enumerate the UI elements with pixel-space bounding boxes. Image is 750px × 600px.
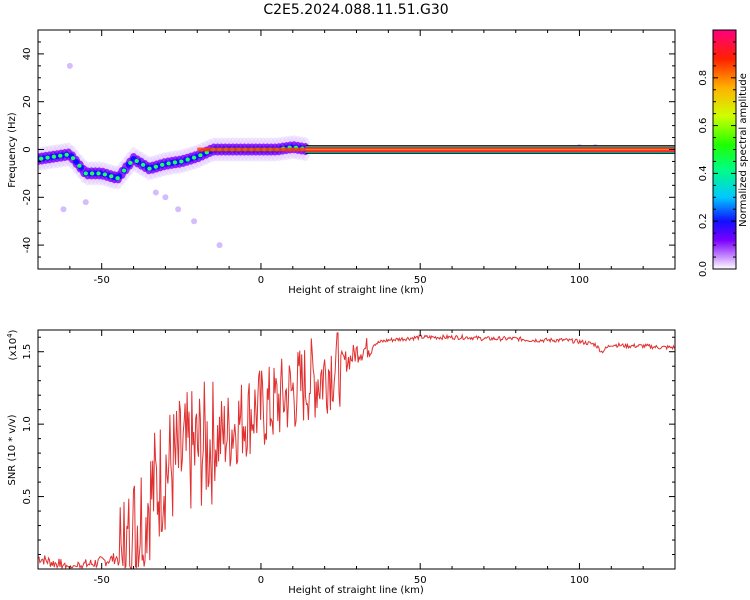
spec-peak	[166, 161, 171, 166]
colorbar-ticks: 0.0 0.2 0.4 0.6 0.8	[698, 29, 736, 277]
spec-peak	[134, 158, 139, 163]
spec-peak	[96, 171, 101, 176]
cb-tick-label: 0.4	[698, 165, 709, 181]
spec-peak	[115, 176, 120, 181]
snr-line	[38, 332, 675, 569]
spectrogram-ylabel: Frequency (Hz)	[7, 112, 18, 188]
spec-xtick-label: 100	[570, 275, 589, 286]
spec-peak	[128, 160, 133, 165]
snr-xtick-label: 100	[570, 575, 589, 586]
spectrogram-content	[38, 62, 675, 249]
spectrogram-xlabel: Height of straight line (km)	[288, 285, 424, 296]
colorbar-label: Normalized spectral amplitude	[738, 73, 749, 227]
spec-ytick-label: 0	[22, 146, 33, 152]
cb-tick-label: 0.6	[698, 118, 709, 134]
snr-ytick-label: 1.5	[22, 344, 33, 360]
spec-peak	[198, 153, 203, 158]
cb-tick-label: 0.8	[698, 70, 709, 86]
spec-peak	[83, 171, 88, 176]
spec-peak	[179, 159, 184, 164]
cb-tick-label: 0.0	[698, 261, 709, 277]
spec-point	[191, 218, 198, 225]
band-left	[197, 147, 306, 152]
spec-peak	[121, 168, 127, 173]
snr-xtick-label: 50	[414, 575, 427, 586]
snr-ylabel: SNR (10 * v/v)	[7, 414, 18, 485]
spec-peak	[70, 156, 76, 161]
spec-mid	[73, 158, 80, 165]
spec-peak	[140, 162, 146, 167]
spec-point	[66, 62, 73, 69]
spec-peak	[109, 174, 114, 179]
spec-point	[82, 199, 89, 206]
band-center	[305, 148, 675, 151]
spec-ytick-label: 20	[22, 95, 33, 108]
spec-point	[162, 194, 169, 201]
spec-peak	[191, 155, 197, 160]
spec-point	[216, 242, 223, 249]
spec-peak	[102, 172, 108, 177]
snr-frame	[37, 329, 676, 570]
spec-peak	[38, 156, 44, 161]
spec-xtick-label: 50	[414, 275, 427, 286]
spec-peak	[172, 160, 178, 165]
spec-peak	[51, 154, 57, 159]
cb-tick-label: 0.2	[698, 213, 709, 229]
spec-peak	[58, 153, 63, 158]
chart-title: C2E5.2024.088.11.51.G30	[263, 2, 448, 18]
spec-peak	[153, 164, 159, 169]
snr-scale-label: (x104)	[6, 329, 19, 360]
spec-point	[152, 189, 159, 196]
spec-peak	[160, 162, 165, 167]
spec-ytick-label: -40	[22, 237, 33, 253]
snr-panel: -50 0 50 100 0.5 1.0 1.5 SNR (10 * v/v) (x104)…	[6, 329, 676, 596]
colorbar-gradient	[713, 30, 736, 269]
spec-point	[175, 206, 182, 213]
spec-peak	[185, 157, 190, 162]
spec-xtick-label: 0	[258, 275, 264, 286]
spec-ytick-label: -20	[22, 189, 33, 205]
spec-peak	[45, 155, 50, 160]
spec-peak	[147, 166, 152, 171]
spec-peak	[89, 171, 95, 176]
snr-ticks: -50 0 50 100 0.5 1.0 1.5	[22, 330, 676, 586]
colorbar: 0.0 0.2 0.4 0.6 0.8 Normalized spectral ampl…	[698, 29, 749, 277]
spectrogram-panel: -50 0 50 100 40 20 0 -20 -40 Frequency (Hz) Heig…	[7, 29, 676, 296]
snr-ytick-label: 0.5	[22, 489, 33, 505]
spec-ytick-label: 40	[22, 48, 33, 61]
snr-ytick-label: 1.0	[22, 416, 33, 432]
snr-xlabel: Height of straight line (km)	[288, 585, 424, 596]
spec-xtick-label: -50	[94, 275, 110, 286]
snr-xtick-label: -50	[94, 575, 110, 586]
spec-point	[60, 206, 67, 213]
spectrogram-ticks: -50 0 50 100 40 20 0 -20 -40	[22, 29, 676, 286]
spec-peak	[64, 152, 69, 157]
spec-mid	[92, 170, 99, 177]
spec-peak	[77, 163, 82, 168]
snr-xtick-label: 0	[258, 575, 264, 586]
